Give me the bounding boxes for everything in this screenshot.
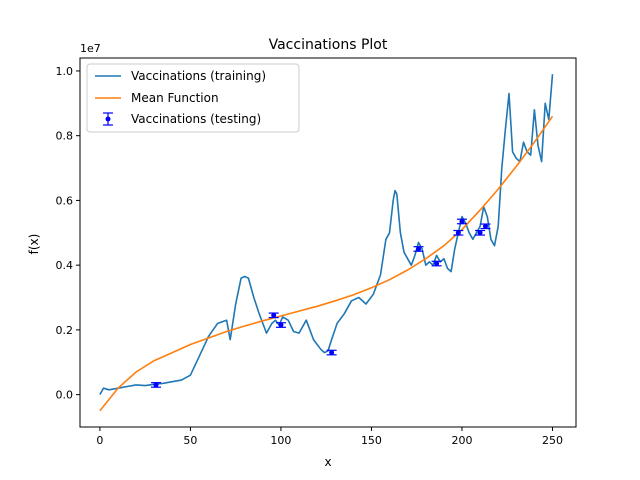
y-tick-label: 0.2 — [56, 324, 74, 337]
testing-point — [482, 223, 488, 229]
legend-label: Vaccinations (testing) — [131, 112, 261, 126]
plot-area: 0 50 100 150 200 250 0.0 0.2 0.4 0.6 0.8 1.0 Vaccin… — [56, 57, 577, 447]
x-tick-label: 150 — [361, 434, 382, 447]
testing-point — [329, 350, 335, 356]
testing-point — [416, 246, 422, 252]
x-tick-label: 250 — [542, 434, 563, 447]
axes-frame — [79, 57, 577, 428]
axis-ticks: 0 50 100 150 200 250 0.0 0.2 0.4 0.6 0.8 1.0 — [56, 65, 563, 447]
legend-marker — [105, 116, 111, 122]
legend-label: Mean Function — [131, 91, 219, 105]
series-layer — [99, 74, 554, 412]
y-axis-label: f(x) — [27, 234, 41, 255]
testing-point — [477, 230, 483, 236]
testing-point — [459, 218, 465, 224]
y-offset-label: 1e7 — [80, 42, 101, 55]
legend: Vaccinations (training) Mean Function Vacc… — [86, 63, 300, 133]
training-series-line — [99, 74, 554, 395]
testing-point — [153, 382, 159, 388]
y-tick-label: 0.4 — [56, 259, 74, 272]
x-tick-label: 50 — [183, 434, 197, 447]
y-tick-label: 0.0 — [56, 389, 74, 402]
testing-point — [271, 312, 277, 318]
testing-point — [434, 261, 440, 267]
x-tick-label: 100 — [270, 434, 291, 447]
x-axis-label: x — [324, 455, 331, 469]
testing-series — [151, 218, 491, 388]
y-tick-label: 1.0 — [56, 65, 74, 78]
mean-function-line — [99, 115, 554, 412]
y-tick-label: 0.6 — [56, 194, 74, 207]
legend-box — [86, 63, 300, 133]
testing-point — [278, 322, 284, 328]
chart-title: Vaccinations Plot — [269, 37, 388, 53]
x-tick-label: 0 — [96, 434, 103, 447]
x-tick-label: 200 — [451, 434, 472, 447]
legend-label: Vaccinations (training) — [131, 69, 266, 83]
testing-point — [455, 230, 461, 236]
y-tick-label: 0.8 — [56, 130, 74, 143]
